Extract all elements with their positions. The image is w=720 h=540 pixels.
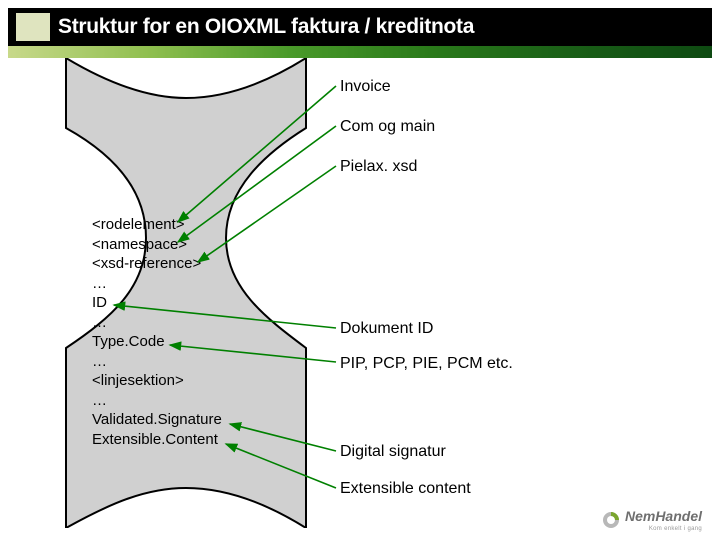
code-line: Type.Code: [92, 332, 222, 352]
label-com-main: Com og main: [340, 118, 435, 136]
logo-subtext: Kom enkelt i gang: [627, 526, 702, 532]
label-extensible: Extensible content: [340, 480, 471, 498]
code-line: …: [92, 352, 222, 372]
label-doc-id: Dokument ID: [340, 320, 433, 338]
page-title: Struktur for en OIOXML faktura / kreditn…: [58, 15, 474, 39]
footer-logo: NemHandel Kom enkelt i gang: [601, 508, 702, 532]
code-line: …: [92, 274, 222, 294]
code-line: Validated.Signature: [92, 410, 222, 430]
code-line: <xsd-reference>: [92, 254, 222, 274]
title-bar: Struktur for en OIOXML faktura / kreditn…: [8, 8, 712, 46]
title-green-strip: [8, 46, 712, 58]
code-line: <namespace>: [92, 235, 222, 255]
code-line: ID: [92, 293, 222, 313]
label-pielax: Pielax. xsd: [340, 158, 417, 176]
label-invoice: Invoice: [340, 78, 391, 96]
label-digital: Digital signatur: [340, 443, 446, 461]
logo-text: NemHandel: [625, 508, 702, 524]
code-line: …: [92, 313, 222, 333]
code-line: <linjesektion>: [92, 371, 222, 391]
label-pip: PIP, PCP, PIE, PCM etc.: [340, 355, 513, 373]
code-line: Extensible.Content: [92, 430, 222, 450]
title-accent-box: [16, 13, 50, 41]
code-line: <rodelement>: [92, 215, 222, 235]
logo-icon: [601, 510, 621, 530]
code-block: <rodelement> <namespace> <xsd-reference>…: [92, 215, 222, 449]
code-line: …: [92, 391, 222, 411]
